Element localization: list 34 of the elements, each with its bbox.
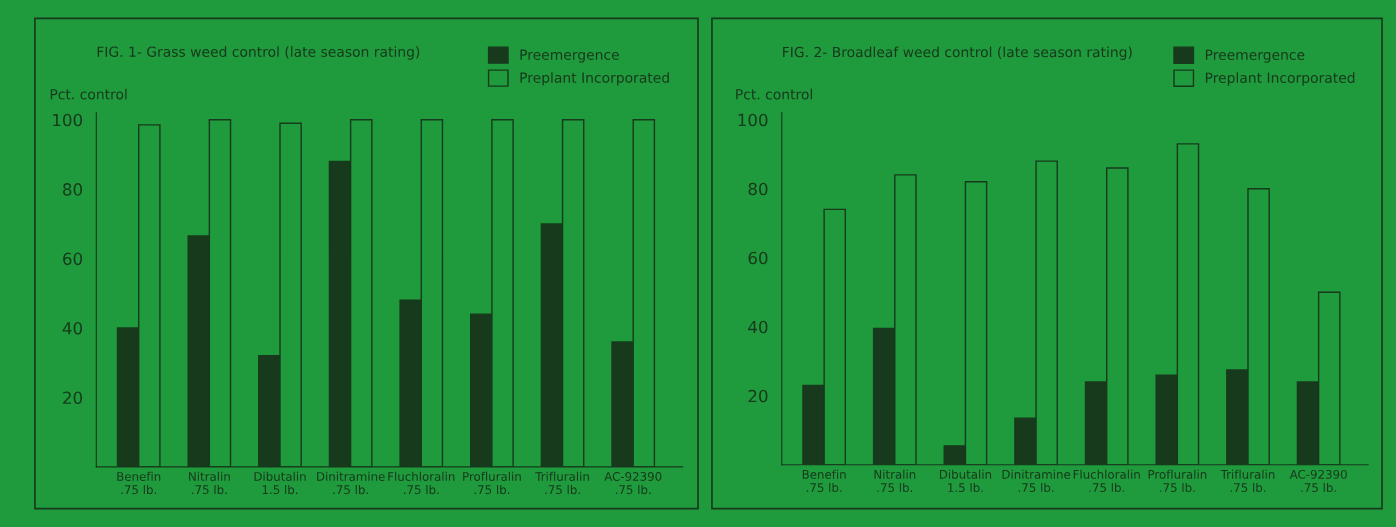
x-tick-label: Fluchloralin .75 lb.	[1073, 469, 1140, 493]
y-tick-label: 80	[748, 182, 768, 196]
y-tick-label: 20	[748, 389, 768, 403]
y-tick-label: 40	[748, 320, 768, 334]
legend-label: Preemergence	[520, 49, 619, 63]
y-axis-title: Pct. control	[50, 88, 127, 100]
x-tick-label: AC-92390 .75 lb.	[604, 471, 662, 495]
y-tick-label: 100	[53, 113, 83, 127]
x-tick-label: Nitralin .75 lb.	[189, 471, 230, 495]
y-tick-label: 100	[738, 113, 768, 127]
chart-title: FIG. 2- Broadleaf weed control (late season rating)	[783, 46, 1132, 60]
x-tick-label: AC-92390 .75 lb.	[1289, 469, 1347, 493]
x-tick-label: Dibutalin 1.5 lb.	[254, 471, 306, 495]
x-tick-label: Profluralin .75 lb.	[463, 471, 521, 495]
chart-title: FIG. 1- Grass weed control (late season rating)	[97, 46, 420, 60]
x-tick-label: Dinitramine .75 lb.	[1002, 469, 1071, 493]
y-axis-title: Pct. control	[736, 88, 812, 100]
y-tick-label: 40	[62, 322, 83, 335]
y-tick-label: 80	[63, 183, 83, 196]
y-tick-label: 20	[63, 391, 83, 405]
x-tick-label: Nitralin .75 lb.	[874, 469, 916, 493]
y-tick-label: 60	[748, 251, 768, 265]
x-tick-label: Dibutalin 1.5 lb.	[939, 469, 992, 493]
x-tick-label: Benefin .75 lb.	[802, 469, 846, 493]
x-tick-label: Profluralin .75 lb.	[1148, 469, 1207, 493]
y-tick-label: 60	[63, 252, 83, 266]
x-tick-label: Trifluralin .75 lb.	[535, 471, 589, 495]
x-tick-label: Benefin .75 lb.	[117, 471, 161, 495]
x-tick-label: Trifluralin .75 lb.	[1220, 469, 1275, 493]
legend-label: Preplant Incorporated	[1205, 72, 1355, 86]
legend-label: Preemergence	[1205, 49, 1305, 63]
legend-label: Preplant Incorporated	[520, 72, 669, 86]
x-tick-label: Fluchloralin .75 lb.	[388, 471, 455, 495]
x-tick-label: Dinitramine .75 lb.	[317, 471, 385, 495]
